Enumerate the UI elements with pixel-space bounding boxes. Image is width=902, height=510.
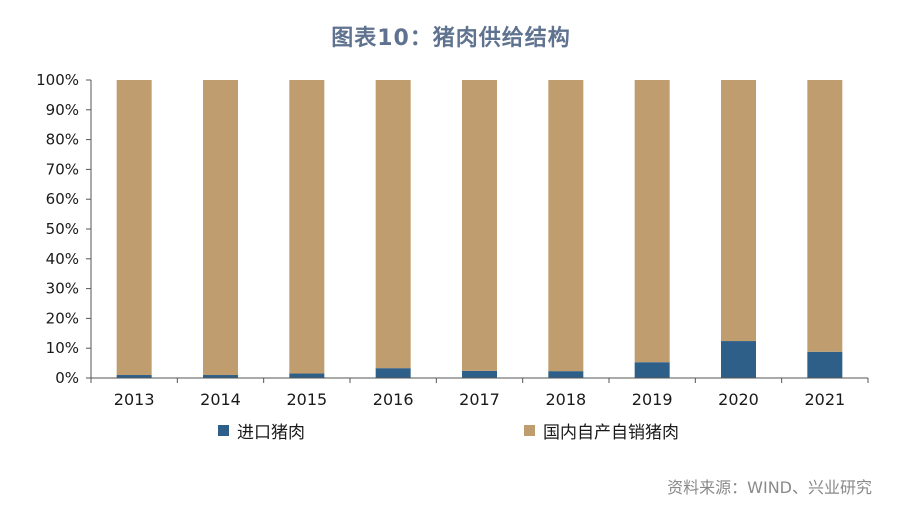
y-tick-label: 10% bbox=[46, 339, 79, 357]
y-tick-label: 100% bbox=[36, 71, 79, 89]
legend-swatch-domestic bbox=[524, 425, 535, 436]
x-tick-label: 2019 bbox=[632, 390, 673, 409]
bar-imported-pork bbox=[462, 370, 497, 378]
legend-item-imported: 进口猪肉 bbox=[218, 418, 305, 443]
legend-label-imported: 进口猪肉 bbox=[237, 423, 305, 443]
bar-domestic-pork bbox=[203, 80, 238, 376]
x-tick-label: 2013 bbox=[114, 390, 155, 409]
bar-imported-pork bbox=[721, 341, 756, 378]
legend-item-domestic: 国内自产自销猪肉 bbox=[524, 418, 679, 443]
bar-imported-pork bbox=[116, 375, 152, 378]
bar-domestic-pork bbox=[721, 80, 756, 342]
x-tick-label: 2020 bbox=[718, 390, 759, 409]
y-tick-label: 70% bbox=[46, 160, 79, 178]
x-tick-label: 2015 bbox=[286, 390, 327, 409]
bar-domestic-pork bbox=[375, 80, 411, 369]
bar-imported-pork bbox=[289, 373, 325, 378]
y-tick-label: 40% bbox=[46, 250, 79, 268]
y-tick-label: 80% bbox=[46, 131, 79, 149]
y-tick-label: 50% bbox=[46, 220, 79, 238]
bar-imported-pork bbox=[548, 371, 584, 378]
source-note: 资料来源：WIND、兴业研究 bbox=[667, 478, 872, 497]
y-axis-ticks: 0% 10% 20% 30% 40% 50% 60% 70% 80% 90% 100% bbox=[36, 71, 91, 387]
bar-imported-pork bbox=[375, 368, 411, 378]
x-tick-label: 2017 bbox=[459, 390, 500, 409]
x-tick-label: 2016 bbox=[373, 390, 414, 409]
bar-imported-pork bbox=[807, 351, 843, 378]
chart-title: 图表10：猪肉供给结构 bbox=[331, 26, 571, 51]
bar-domestic-pork bbox=[548, 80, 584, 372]
legend-label-domestic: 国内自产自销猪肉 bbox=[543, 423, 679, 443]
bar-domestic-pork bbox=[289, 80, 325, 374]
bar-domestic-pork bbox=[462, 80, 497, 371]
bar-domestic-pork bbox=[634, 80, 670, 363]
bar-imported-pork bbox=[203, 375, 238, 378]
x-axis-ticks: 2013 2014 2015 2016 2017 2018 2019 2020 2021 bbox=[90, 378, 869, 409]
legend: 进口猪肉 国内自产自销猪肉 bbox=[0, 418, 902, 444]
y-tick-label: 30% bbox=[46, 280, 79, 298]
legend-swatch-imported bbox=[218, 425, 229, 436]
y-tick-label: 0% bbox=[55, 369, 79, 387]
x-tick-label: 2021 bbox=[804, 390, 845, 409]
bars-group bbox=[116, 80, 843, 378]
y-tick-label: 90% bbox=[46, 101, 79, 119]
x-tick-label: 2014 bbox=[200, 390, 241, 409]
y-tick-label: 20% bbox=[46, 309, 79, 327]
bar-imported-pork bbox=[634, 362, 670, 378]
bar-domestic-pork bbox=[807, 80, 843, 352]
y-tick-label: 60% bbox=[46, 190, 79, 208]
bar-domestic-pork bbox=[116, 80, 152, 376]
x-tick-label: 2018 bbox=[545, 390, 586, 409]
